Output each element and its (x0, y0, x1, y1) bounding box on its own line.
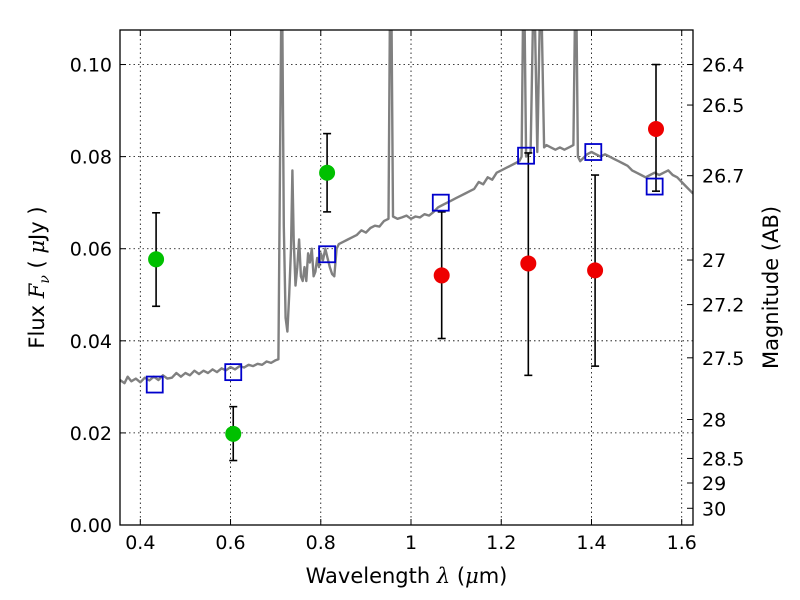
grid (120, 30, 693, 526)
marker-layer (148, 121, 665, 442)
x-tick-label: 0.6 (215, 532, 245, 554)
x-axis-label: Wavelength λ (μm) (306, 564, 508, 588)
y-tick-label: 0.08 (70, 147, 112, 169)
model-photometry-box (318, 245, 336, 264)
y-tick-label: 0.10 (70, 55, 112, 77)
y-tick-label: 0.04 (70, 331, 112, 353)
mag-tick-label: 26.4 (702, 55, 744, 77)
mag-tick-label: 27.2 (702, 295, 744, 317)
model-spectrum-line (120, 30, 693, 385)
red-data-point (433, 267, 450, 284)
model-spectrum-layer (120, 30, 693, 385)
mag-tick-label: 28 (702, 410, 726, 432)
x-axis-unit-rest: m) (479, 564, 508, 588)
green-data-point (148, 251, 165, 268)
mag-tick-label: 27 (702, 250, 726, 272)
green-data-point (225, 425, 242, 442)
y-axis-subscript: ν (37, 275, 53, 284)
red-data-point (648, 121, 665, 137)
mag-tick-label: 28.5 (702, 448, 744, 470)
x-axis-symbol: λ (436, 564, 450, 588)
x-tick-label: 1.4 (576, 532, 606, 554)
y-axis-label: Flux Fν ( μJy ) (25, 206, 53, 348)
y-tick-label: 0.06 (70, 239, 112, 261)
model-photometry-layer (145, 143, 664, 394)
x-tick-label: 0.4 (125, 532, 155, 554)
model-photometry-box (145, 375, 164, 394)
y-tick-label: 0.02 (70, 423, 112, 445)
x-axis-unit-mu: μ (465, 564, 479, 588)
model-photometry-box (645, 177, 664, 196)
mag-tick-label: 30 (702, 498, 726, 520)
errorbar-layer (152, 63, 661, 462)
y-axis-unit-open: ( (25, 254, 49, 276)
x-tick-label: 1.6 (667, 532, 697, 554)
model-photometry-box (224, 363, 243, 382)
mag-tick-label: 26.5 (702, 95, 744, 117)
y-axis-symbol: F (25, 282, 49, 299)
ticks: 0.4 0.6 0.8 1 1.2 1.4 1.6 0.00 0.02 0.04 0.06 0.08 0… (70, 30, 744, 554)
mag-tick-label: 26.7 (702, 166, 744, 188)
y-axis-label-text: Flux (25, 305, 49, 349)
model-photometry-box (517, 146, 535, 165)
red-data-point (520, 255, 537, 272)
mag-tick-label: 29 (702, 473, 726, 495)
model-photometry-box (431, 193, 450, 212)
x-tick-label: 1 (405, 532, 417, 554)
model-photometry-box (584, 143, 603, 161)
magnitude-axis-label: Magnitude (AB) (759, 206, 783, 369)
red-data-point (587, 262, 604, 279)
y-tick-label: 0.00 (70, 515, 112, 537)
x-axis-label-text: Wavelength (306, 564, 431, 588)
x-tick-label: 1.2 (486, 532, 516, 554)
mag-tick-label: 27.5 (702, 348, 744, 370)
x-tick-label: 0.8 (306, 532, 336, 554)
x-axis-unit-open: ( (450, 564, 465, 588)
plot-frame (119, 29, 694, 526)
green-data-point (319, 164, 336, 181)
y-axis-unit-rest: Jy ) (25, 206, 49, 242)
y-axis-unit-mu: μ (25, 240, 49, 254)
